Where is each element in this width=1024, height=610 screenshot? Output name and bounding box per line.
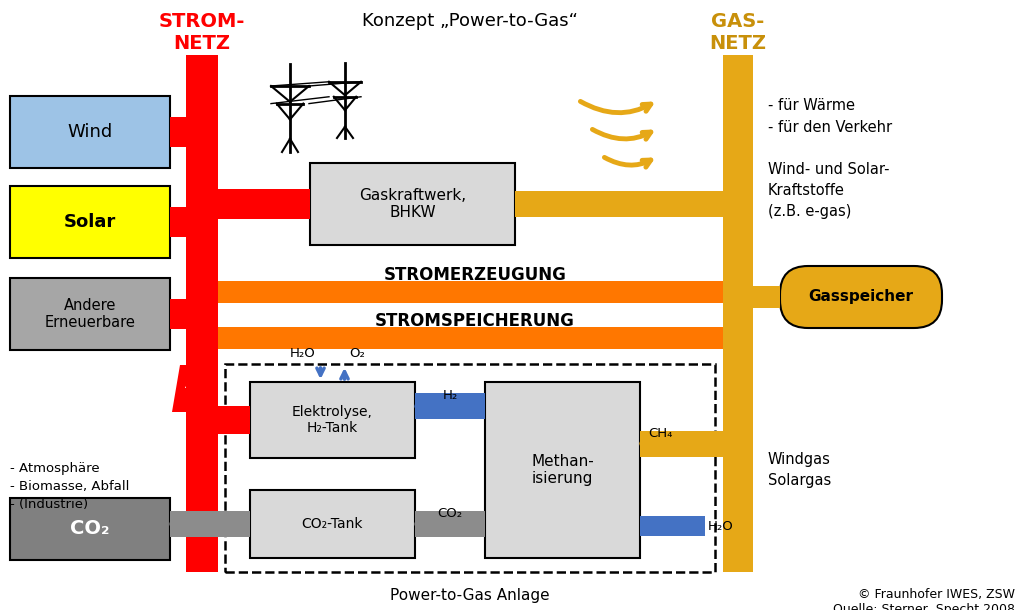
Bar: [250, 490, 415, 558]
Bar: [10, 498, 170, 560]
Bar: [415, 393, 485, 419]
Bar: [186, 55, 218, 572]
Text: Andere
Erneuerbare: Andere Erneuerbare: [45, 298, 135, 330]
Bar: [640, 431, 723, 457]
Bar: [640, 516, 705, 536]
Text: Windgas
Solargas: Windgas Solargas: [768, 452, 831, 488]
Bar: [515, 191, 723, 217]
Text: Gasspeicher: Gasspeicher: [809, 290, 913, 304]
Text: O₂: O₂: [349, 347, 366, 360]
Text: STROMSPEICHERUNG: STROMSPEICHERUNG: [375, 312, 574, 330]
Bar: [170, 299, 218, 329]
Bar: [10, 186, 170, 258]
Bar: [218, 327, 723, 349]
Text: CO₂: CO₂: [71, 520, 110, 539]
Bar: [225, 364, 715, 572]
Text: Wind- und Solar-
Kraftstoffe
(z.B. e-gas): Wind- und Solar- Kraftstoffe (z.B. e-gas…: [768, 162, 890, 219]
Text: Wind: Wind: [68, 123, 113, 141]
Text: Solar: Solar: [63, 213, 116, 231]
Bar: [10, 96, 170, 168]
Bar: [218, 189, 310, 219]
Text: Elektrolyse,
H₂-Tank: Elektrolyse, H₂-Tank: [292, 405, 373, 435]
Text: Gaskraftwerk,
BHKW: Gaskraftwerk, BHKW: [359, 188, 466, 220]
Polygon shape: [172, 365, 202, 412]
Text: Power-to-Gas Anlage: Power-to-Gas Anlage: [390, 588, 550, 603]
Bar: [218, 406, 250, 434]
Text: H₂: H₂: [442, 389, 458, 403]
Bar: [170, 511, 250, 537]
Text: © Fraunhofer IWES, ZSW
Quelle: Sterner, Specht 2008: © Fraunhofer IWES, ZSW Quelle: Sterner, …: [833, 588, 1015, 610]
Bar: [753, 286, 780, 308]
Text: Methan-
isierung: Methan- isierung: [531, 454, 594, 486]
Text: H₂O: H₂O: [290, 347, 315, 360]
Bar: [485, 382, 640, 558]
Bar: [10, 278, 170, 350]
Text: Konzept „Power-to-Gas“: Konzept „Power-to-Gas“: [362, 12, 578, 30]
Bar: [415, 511, 485, 537]
Text: CO₂-Tank: CO₂-Tank: [302, 517, 364, 531]
Text: STROMERZEUGUNG: STROMERZEUGUNG: [384, 266, 566, 284]
Text: STROM-
NETZ: STROM- NETZ: [159, 12, 245, 53]
Text: - für Wärme
- für den Verkehr: - für Wärme - für den Verkehr: [768, 98, 892, 135]
Text: GAS-
NETZ: GAS- NETZ: [710, 12, 767, 53]
Text: - Atmosphäre
- Biomasse, Abfall
- (Industrie): - Atmosphäre - Biomasse, Abfall - (Indus…: [10, 462, 129, 511]
Bar: [170, 207, 218, 237]
FancyBboxPatch shape: [780, 266, 942, 328]
Text: H₂O: H₂O: [708, 520, 734, 533]
Bar: [170, 117, 218, 147]
Bar: [723, 55, 753, 572]
Text: CO₂: CO₂: [437, 507, 463, 520]
Bar: [250, 382, 415, 458]
Text: CH₄: CH₄: [648, 426, 673, 440]
Bar: [310, 163, 515, 245]
Text: ⚡: ⚡: [172, 368, 204, 412]
Bar: [218, 281, 723, 303]
